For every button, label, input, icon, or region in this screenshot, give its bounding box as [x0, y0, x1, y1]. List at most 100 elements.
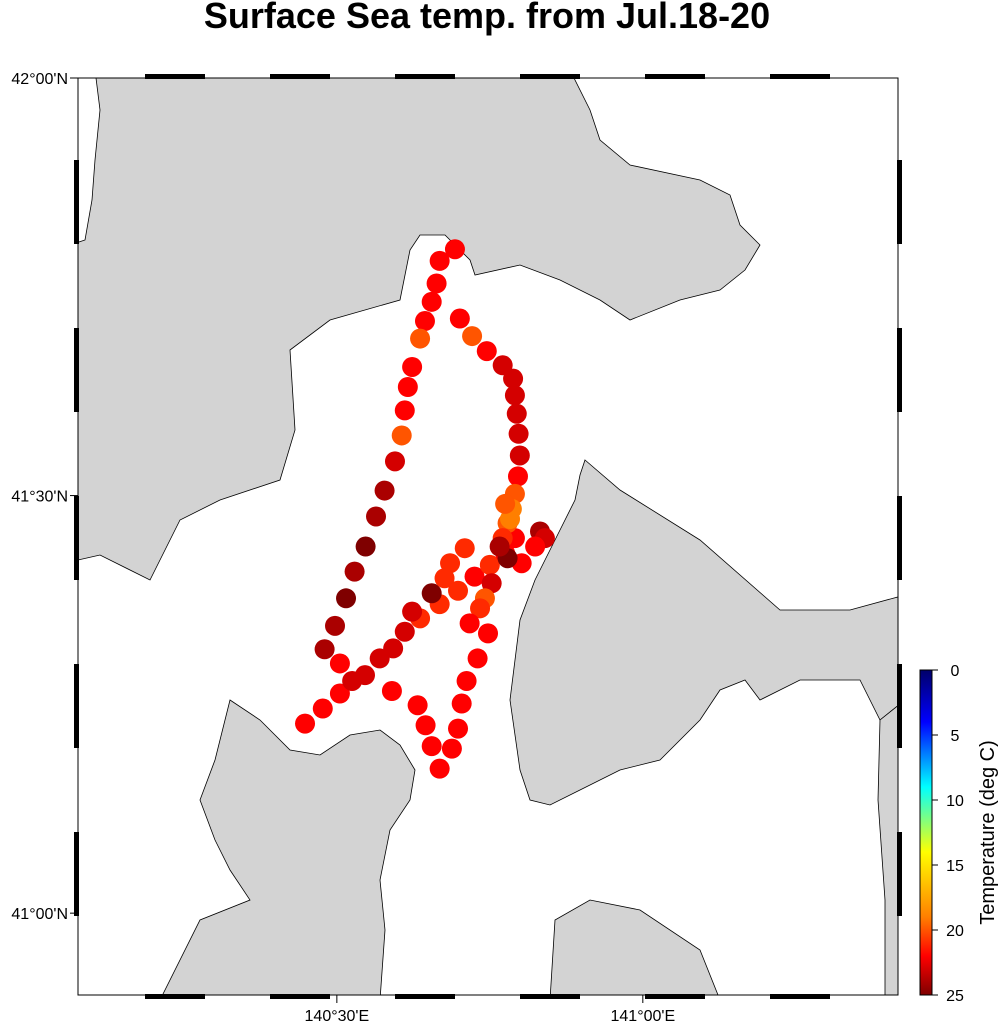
colorbar-tick-label: 10: [946, 793, 964, 810]
sample-point: [384, 451, 405, 472]
sample-point: [402, 601, 423, 622]
sample-point: [410, 328, 431, 349]
frame-bar: [897, 832, 902, 916]
colorbar: 0 5 10 15 20 25 Temperature (deg C): [919, 663, 999, 1005]
sample-point: [397, 377, 418, 398]
sample-point: [489, 536, 510, 557]
sample-point: [467, 648, 488, 669]
frame-bar: [74, 664, 79, 748]
sample-point: [421, 291, 442, 312]
frame-bar: [395, 994, 455, 999]
sample-point: [421, 583, 442, 604]
sample-point: [462, 326, 483, 347]
frame-bar: [897, 664, 902, 748]
frame-bar: [74, 832, 79, 916]
sample-point: [426, 273, 447, 294]
sample-point: [421, 736, 442, 757]
sample-point: [448, 718, 469, 739]
sample-point: [506, 403, 527, 424]
sample-point: [444, 239, 465, 260]
sample-point: [407, 695, 428, 716]
axes: 140°30'E 141°00'E 41°00'N 41°30'N 42°00'N: [11, 71, 675, 1024]
frame-bar: [897, 160, 902, 244]
sample-point: [449, 308, 470, 329]
frame-bar: [270, 74, 330, 79]
sample-point: [503, 368, 524, 389]
land-south: [549, 899, 719, 995]
sample-point: [509, 445, 530, 466]
sample-point: [329, 653, 350, 674]
sample-point: [456, 670, 477, 691]
frame-bar: [770, 74, 830, 79]
sample-point: [402, 356, 423, 377]
sample-point: [454, 538, 475, 559]
frame-bar: [520, 994, 580, 999]
colorbar-tick-label: 25: [946, 988, 964, 1005]
land-shimokita: [509, 459, 898, 806]
colorbar-label: Temperature (deg C): [977, 740, 999, 925]
sample-point: [507, 466, 528, 487]
sample-point: [464, 566, 485, 587]
sample-point: [434, 568, 455, 589]
sample-point: [355, 536, 376, 557]
sample-point: [525, 536, 546, 557]
land-north: [78, 78, 761, 581]
sample-point: [374, 480, 395, 501]
sample-point: [312, 698, 333, 719]
sample-point: [329, 683, 350, 704]
colorbar-tick-label: 20: [946, 923, 964, 940]
x-tick-label: 141°00'E: [611, 1008, 676, 1024]
colorbar-tick-label: 0: [951, 663, 960, 680]
sample-point: [504, 385, 525, 406]
frame-bar: [897, 496, 902, 580]
sample-point: [448, 580, 469, 601]
frame-bar: [520, 74, 580, 79]
colorbar-fill: [919, 669, 933, 996]
sample-point: [481, 573, 502, 594]
sample-point: [478, 623, 498, 644]
frame-bar: [74, 496, 79, 580]
frame-bar: [770, 994, 830, 999]
frame-bar: [897, 328, 902, 412]
sample-point: [415, 715, 436, 736]
sample-point: [383, 638, 404, 659]
sample-point: [394, 621, 415, 642]
sample-point: [429, 250, 450, 271]
sample-point: [336, 588, 357, 609]
sample-point: [495, 493, 516, 514]
sample-point: [476, 341, 497, 362]
frame-bar: [645, 994, 705, 999]
frame-bar: [145, 994, 205, 999]
sample-point: [344, 561, 365, 582]
track: [295, 239, 555, 779]
land: [78, 78, 898, 995]
sample-point: [440, 553, 461, 574]
y-tick-label: 41°00'N: [11, 906, 68, 923]
frame-bar: [145, 74, 205, 79]
sample-point: [441, 738, 462, 759]
sample-point: [355, 665, 375, 686]
sample-point: [366, 506, 387, 527]
frame-bar: [270, 994, 330, 999]
x-tick-label: 140°30'E: [305, 1008, 370, 1024]
sample-point: [414, 311, 435, 332]
frame-bar: [74, 328, 79, 412]
sample-point: [295, 713, 316, 734]
colorbar-tick-label: 5: [951, 728, 960, 745]
colorbar-tick-label: 15: [946, 858, 964, 875]
y-tick-label: 41°30'N: [11, 489, 68, 506]
sample-point: [508, 423, 529, 444]
land-tsugaru: [162, 699, 416, 995]
sample-point: [451, 693, 472, 714]
y-tick-label: 42°00'N: [11, 71, 68, 88]
sample-point: [459, 613, 480, 634]
sample-point: [391, 425, 412, 446]
frame-bar: [645, 74, 705, 79]
sample-point: [394, 400, 415, 421]
frame-bars: [74, 74, 902, 999]
sample-point: [325, 615, 346, 636]
frame-bar: [395, 74, 455, 79]
title: Surface Sea temp. from Jul.18-20: [204, 0, 770, 36]
frame-bar: [74, 160, 79, 244]
